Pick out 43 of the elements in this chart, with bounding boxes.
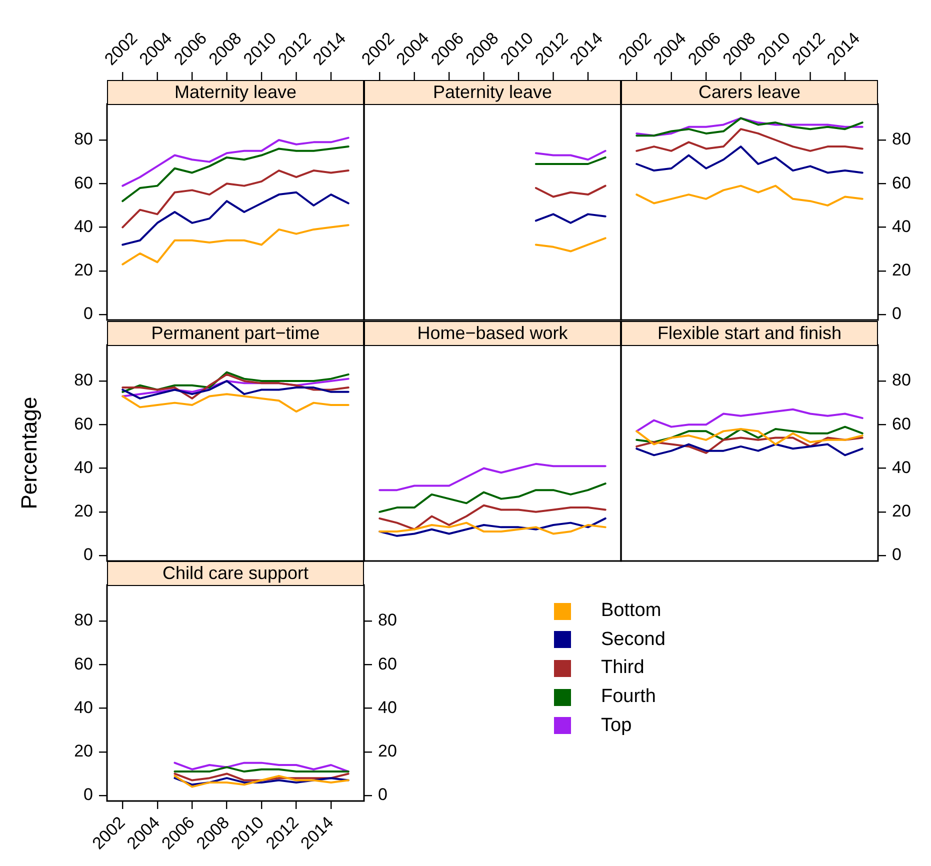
y-tick-label: 20 — [74, 742, 93, 761]
y-tick-label: 80 — [74, 610, 93, 630]
chart-title: Home−based work — [364, 321, 621, 346]
y-tick-label: 60 — [892, 173, 911, 192]
y-tick-label: 80 — [74, 130, 93, 149]
legend-label: Top — [601, 714, 632, 737]
y-tick-label: 80 — [892, 370, 911, 390]
chart-title: Carers leave — [621, 80, 878, 105]
chart-title: Maternity leave — [107, 80, 364, 105]
legend-label: Fourth — [601, 686, 656, 708]
legend-label: Bottom — [601, 600, 662, 622]
y-tick-label: 0 — [84, 304, 93, 324]
y-tick-label: 0 — [892, 545, 902, 564]
y-tick-label: 0 — [84, 785, 93, 804]
y-tick-label: 20 — [74, 260, 93, 280]
y-tick-label: 80 — [892, 130, 911, 149]
y-tick-label: 0 — [892, 304, 902, 324]
y2-tick-label: 20 — [378, 742, 397, 761]
legend-label: Third — [601, 657, 644, 680]
y-tick-label: 40 — [892, 216, 911, 236]
y-tick-label: 40 — [892, 458, 911, 477]
y-tick-label: 20 — [892, 502, 911, 521]
y2-tick-label: 60 — [378, 654, 397, 674]
chart-title: Flexible start and finish — [621, 321, 878, 346]
y-tick-label: 60 — [892, 414, 911, 434]
chart-title: Permanent part−time — [107, 321, 364, 346]
y2-tick-label: 0 — [378, 785, 388, 804]
y-tick-label: 60 — [74, 173, 93, 192]
y-tick-label: 20 — [892, 260, 911, 280]
y-tick-label: 40 — [74, 458, 93, 477]
y-tick-label: 60 — [74, 654, 93, 674]
y-tick-label: 40 — [74, 698, 93, 717]
chart-title: Child care support — [107, 561, 364, 586]
y-tick-label: 40 — [74, 216, 93, 236]
y-tick-label: 20 — [74, 502, 93, 521]
y2-tick-label: 80 — [378, 610, 397, 630]
y-axis-title: Percentage — [16, 396, 42, 510]
y-tick-label: 60 — [74, 414, 93, 434]
y-tick-label: 80 — [74, 370, 93, 390]
chart-title: Paternity leave — [364, 80, 621, 105]
legend-label: Second — [601, 628, 666, 651]
y2-tick-label: 40 — [378, 698, 397, 717]
y-tick-label: 0 — [84, 545, 93, 564]
